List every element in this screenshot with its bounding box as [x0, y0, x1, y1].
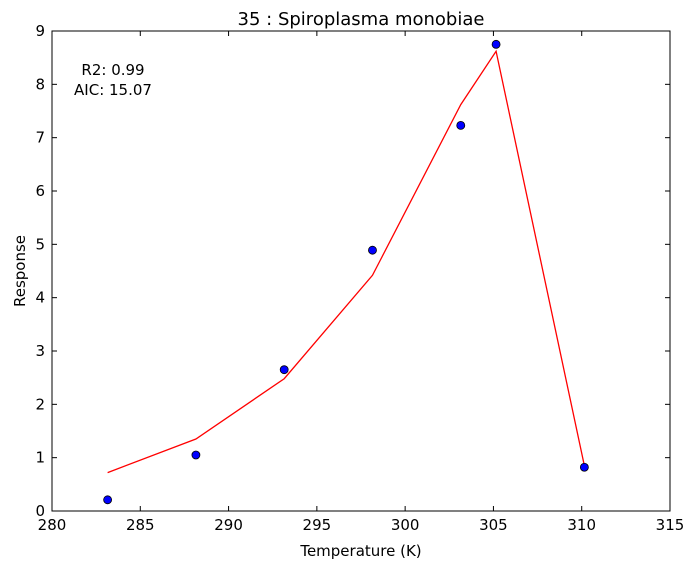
- x-tick-label: 280: [38, 516, 67, 534]
- annotation-r2: R2: 0.99: [81, 61, 144, 79]
- y-axis-label: Response: [11, 235, 29, 307]
- y-tick-label: 4: [35, 289, 45, 307]
- data-points-series: [103, 39, 589, 505]
- x-tick-label: 295: [303, 516, 332, 534]
- y-tick-label: 9: [35, 22, 45, 40]
- x-tick-label: 310: [567, 516, 596, 534]
- y-tick-label: 6: [35, 182, 45, 200]
- y-tick-label: 7: [35, 129, 45, 147]
- data-point: [579, 462, 589, 472]
- x-axis: 280 285 290 295 300 305 310 315: [38, 31, 685, 534]
- x-tick-label: 285: [126, 516, 155, 534]
- x-tick-label: 305: [479, 516, 508, 534]
- plot-frame: [51, 30, 671, 512]
- y-axis: 0 1 2 3 4 5 6 7 8 9: [35, 22, 670, 520]
- x-tick-label: 290: [214, 516, 243, 534]
- data-point: [191, 450, 201, 460]
- data-point: [368, 245, 377, 255]
- data-point: [279, 365, 289, 375]
- x-tick-label: 315: [656, 516, 685, 534]
- data-point: [103, 495, 113, 505]
- data-point: [491, 39, 501, 49]
- y-tick-label: 8: [35, 75, 45, 93]
- y-tick-label: 0: [35, 502, 45, 520]
- y-tick-label: 3: [35, 342, 45, 360]
- annotation-aic: AIC: 15.07: [74, 81, 152, 99]
- y-tick-label: 2: [35, 395, 45, 413]
- fit-line: [107, 49, 585, 474]
- y-tick-label: 1: [35, 449, 45, 467]
- fit-line-series: [107, 49, 585, 474]
- chart-title: 35 : Spiroplasma monobiae: [238, 9, 485, 30]
- y-tick-label: 5: [35, 235, 45, 253]
- data-point: [456, 121, 466, 130]
- x-tick-label: 300: [391, 516, 420, 534]
- x-axis-label: Temperature (K): [299, 542, 421, 560]
